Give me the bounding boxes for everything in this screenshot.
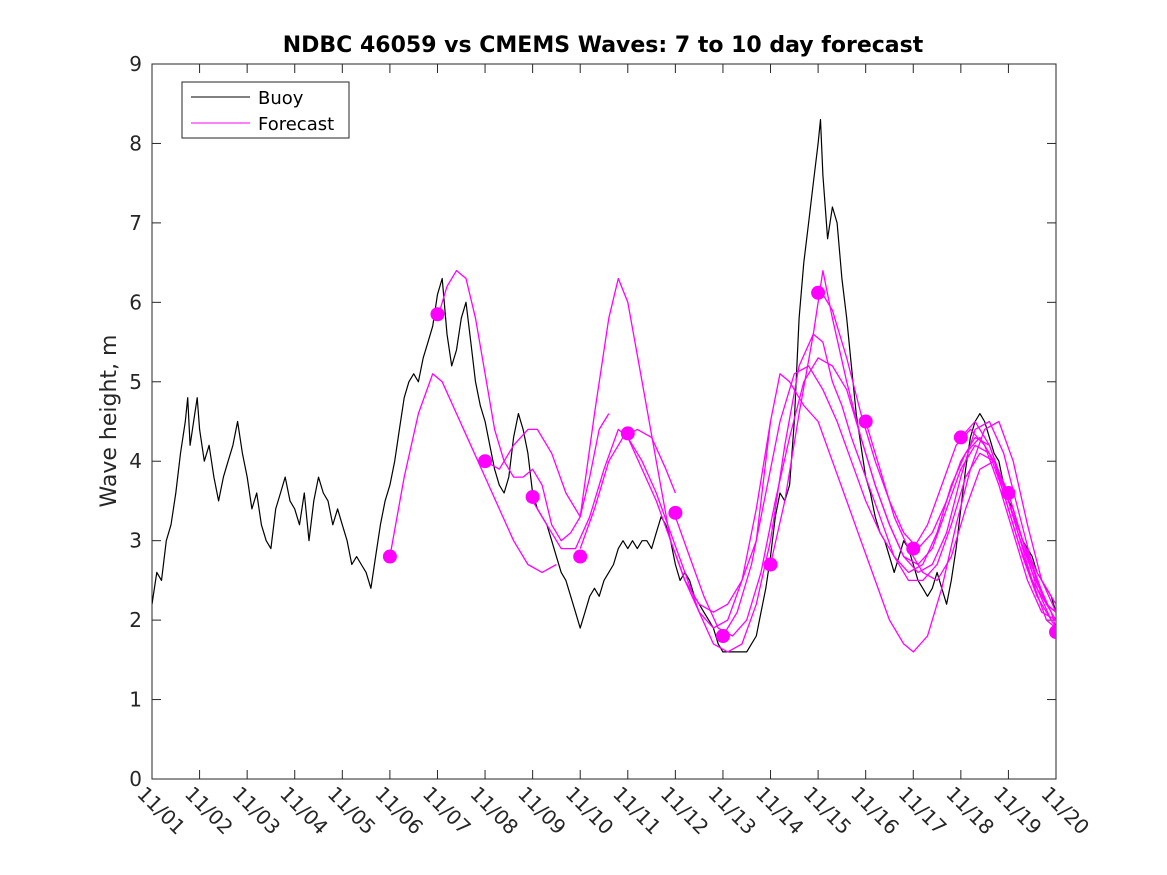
y-tick-label: 6 bbox=[129, 290, 142, 314]
y-tick-label: 5 bbox=[129, 370, 142, 394]
forecast-line bbox=[627, 373, 1056, 653]
forecast-marker bbox=[478, 454, 493, 469]
forecast-marker bbox=[668, 505, 683, 520]
forecast-marker bbox=[525, 489, 540, 504]
forecast-line bbox=[912, 428, 1056, 621]
forecast-marker bbox=[953, 430, 968, 445]
y-tick-label: 3 bbox=[129, 529, 142, 553]
series-group bbox=[152, 119, 1056, 653]
forecast-marker bbox=[811, 285, 826, 300]
legend: Buoy Forecast bbox=[181, 81, 350, 139]
y-tick-label: 7 bbox=[129, 211, 142, 235]
axes-frame bbox=[151, 63, 1057, 780]
forecast-marker bbox=[858, 414, 873, 429]
chart-title: NDBC 46059 vs CMEMS Waves: 7 to 10 day f… bbox=[283, 33, 924, 58]
y-tick-label: 1 bbox=[129, 688, 142, 712]
forecast-marker bbox=[382, 549, 397, 564]
y-tick-label: 2 bbox=[129, 608, 142, 632]
legend-label-buoy: Buoy bbox=[258, 88, 304, 109]
forecast-line bbox=[722, 365, 1056, 637]
forecast-marker bbox=[1049, 625, 1056, 640]
forecast-marker bbox=[906, 541, 921, 556]
forecast-line bbox=[484, 277, 772, 613]
y-tick-label: 8 bbox=[129, 131, 142, 155]
forecast-marker bbox=[430, 307, 445, 322]
forecast-line bbox=[389, 373, 557, 574]
forecast-line bbox=[1007, 492, 1056, 629]
forecast-marker bbox=[763, 557, 778, 572]
y-tick-label: 9 bbox=[129, 52, 142, 76]
y-axis-label: Wave height, m bbox=[97, 335, 122, 508]
forecast-marker bbox=[573, 549, 588, 564]
forecast-line bbox=[960, 420, 1056, 621]
y-tick-label: 0 bbox=[129, 767, 142, 791]
forecast-marker bbox=[715, 629, 730, 643]
legend-label-forecast: Forecast bbox=[258, 114, 334, 135]
forecast-marker bbox=[620, 426, 635, 441]
y-tick-label: 4 bbox=[129, 449, 142, 473]
legend-box bbox=[181, 81, 350, 139]
forecast-marker bbox=[1001, 486, 1016, 500]
forecast-line bbox=[769, 269, 1056, 613]
